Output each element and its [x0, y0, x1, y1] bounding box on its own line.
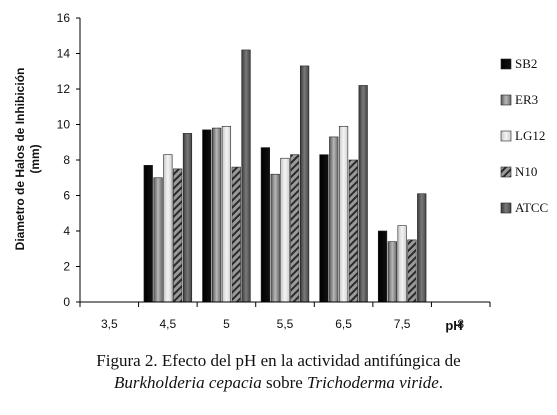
- y-tick-label: 8: [63, 153, 70, 167]
- caption-species2: Trichoderma viride: [307, 373, 439, 392]
- bar-n10-4: [348, 159, 358, 303]
- bar-atcc-4: [358, 85, 368, 303]
- bar-er3-3: [270, 173, 280, 303]
- y-axis-ticks: 0 2 4 6 8 10 12 14 16: [57, 11, 80, 309]
- bar-er3-2: [212, 127, 222, 303]
- bar-sb2-3: [260, 147, 271, 303]
- bar-lg12-4: [338, 125, 349, 303]
- legend-swatch-atcc: [500, 202, 512, 214]
- legend-label-atcc: ATCC: [515, 200, 548, 215]
- bar-n10-2: [231, 166, 241, 303]
- y-tick-label: 14: [57, 47, 71, 61]
- y-tick-label: 6: [63, 189, 70, 203]
- legend-label-lg12: LG12: [515, 128, 545, 143]
- legend-label-n10: N10: [515, 164, 537, 179]
- y-tick-label: 16: [57, 11, 71, 25]
- x-tick-label: 5: [223, 317, 230, 331]
- legend: SB2 ER3 LG12 N10 ATCC: [500, 56, 548, 215]
- y-tick-label: 4: [63, 224, 70, 238]
- legend-label-sb2: SB2: [515, 56, 537, 71]
- x-tick-label: 4,5: [160, 317, 177, 331]
- legend-label-er3: ER3: [515, 92, 538, 107]
- bar-er3-1: [153, 177, 163, 303]
- caption-line1: Figura 2. Efecto del pH en la actividad …: [96, 351, 461, 370]
- bar-lg12-3: [280, 157, 290, 303]
- x-tick-label: 5,5: [277, 317, 294, 331]
- caption-connector: sobre: [261, 373, 308, 392]
- bar-n10-1: [173, 168, 183, 303]
- bar-lg12-5: [397, 225, 407, 303]
- bar-sb2-4: [319, 154, 329, 303]
- y-axis-title-line1: Diametro de Halos de Inhibición: [13, 68, 27, 251]
- bar-er3-4: [329, 136, 339, 303]
- y-tick-label: 12: [57, 82, 71, 96]
- bar-er3-5: [387, 241, 397, 303]
- bar-lg12-1: [163, 154, 173, 303]
- figure-caption: Figura 2. Efecto del pH en la actividad …: [0, 350, 557, 394]
- legend-swatch-lg12: [500, 130, 512, 142]
- bar-sb2-2: [202, 129, 212, 303]
- caption-end: .: [438, 373, 444, 392]
- x-tick-label: 3,5: [101, 317, 118, 331]
- x-axis-ticks: 3,5 4,5 5 5,5 6,5 7,5 8: [79, 302, 491, 331]
- caption-species1: Burkholderia cepacia: [113, 373, 262, 392]
- bars: [143, 49, 427, 303]
- x-axis-title: pH: [445, 318, 462, 333]
- bar-atcc-3: [299, 65, 310, 303]
- caption-line2: Burkholderia cepacia sobre Trichoderma v…: [0, 372, 557, 394]
- x-tick-label: 6,5: [335, 317, 352, 331]
- legend-swatch-n10: [500, 166, 512, 178]
- bar-n10-5: [407, 239, 417, 303]
- bar-atcc-5: [417, 193, 427, 303]
- y-tick-label: 0: [63, 295, 70, 309]
- bar-atcc-1: [182, 133, 193, 303]
- x-tick-label: 7,5: [394, 317, 411, 331]
- x-tick-label: 8: [457, 317, 464, 331]
- bar-chart: Diametro de Halos de Inhibición (mm) 0 2 4…: [13, 11, 548, 333]
- legend-swatch-sb2: [500, 58, 512, 70]
- bar-lg12-2: [221, 125, 232, 303]
- y-tick-label: 2: [63, 260, 70, 274]
- bar-sb2-1: [143, 165, 153, 303]
- y-tick-label: 10: [57, 118, 71, 132]
- y-axis-title-line2: (mm): [28, 144, 42, 173]
- bar-atcc-2: [241, 49, 251, 303]
- legend-swatch-er3: [500, 94, 512, 106]
- bar-sb2-5: [377, 230, 388, 303]
- bar-n10-3: [290, 154, 300, 303]
